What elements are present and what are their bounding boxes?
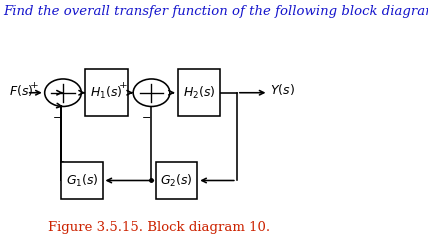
Circle shape: [133, 79, 170, 107]
FancyBboxPatch shape: [178, 69, 220, 116]
FancyBboxPatch shape: [156, 162, 197, 199]
Text: $-$: $-$: [141, 111, 151, 121]
Text: Figure 3.5.15. Block diagram 10.: Figure 3.5.15. Block diagram 10.: [48, 221, 270, 234]
Text: $G_2(s)$: $G_2(s)$: [160, 173, 193, 189]
Text: $-$: $-$: [53, 111, 62, 121]
Text: $H_1(s)$: $H_1(s)$: [90, 85, 123, 101]
Text: Find the overall transfer function of the following block diagram:: Find the overall transfer function of th…: [3, 5, 428, 18]
Text: +: +: [119, 81, 128, 90]
Text: $Y(s)$: $Y(s)$: [270, 82, 295, 97]
Text: $G_1(s)$: $G_1(s)$: [65, 173, 98, 189]
FancyBboxPatch shape: [85, 69, 128, 116]
Circle shape: [45, 79, 81, 107]
FancyBboxPatch shape: [62, 162, 103, 199]
Text: +: +: [30, 81, 39, 90]
Text: $H_2(s)$: $H_2(s)$: [183, 85, 215, 101]
Text: $F(s)$: $F(s)$: [9, 83, 34, 98]
